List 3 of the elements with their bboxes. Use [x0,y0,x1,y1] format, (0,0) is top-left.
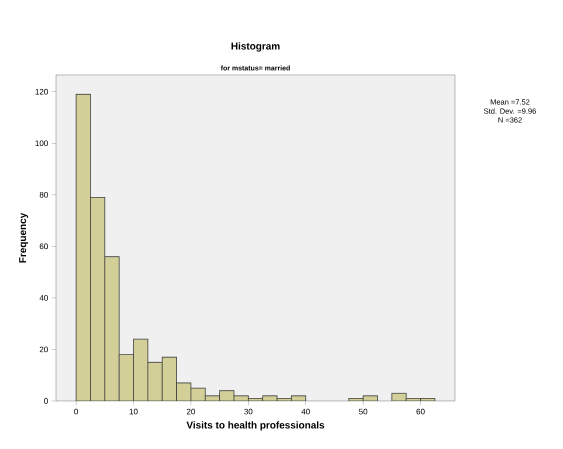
y-axis-title: Frequency [19,212,28,263]
x-axis-title: Visits to health professionals [186,421,324,431]
chart-title: Histogram [232,42,280,52]
